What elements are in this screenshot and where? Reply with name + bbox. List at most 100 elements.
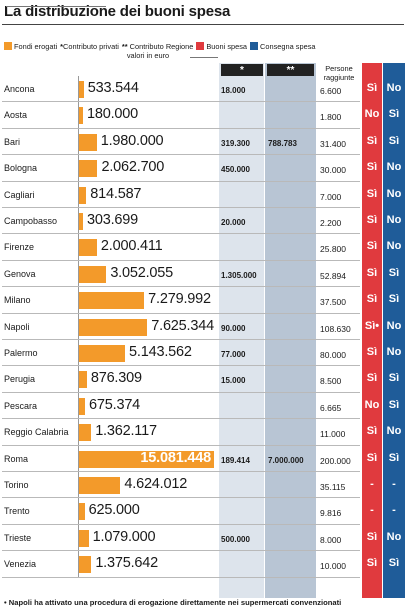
table-row: Firenze 2.000.411 25.800 Sì No bbox=[2, 234, 404, 261]
fondi-bar bbox=[79, 318, 148, 336]
legend-label: Contributo privati bbox=[63, 41, 119, 51]
fondi-bar bbox=[79, 107, 83, 125]
units-rule-right bbox=[190, 57, 218, 58]
bar-axis bbox=[78, 208, 79, 235]
persone-value: 7.000 bbox=[320, 191, 342, 202]
city-label: Trento bbox=[4, 506, 30, 517]
header-privati: * bbox=[221, 64, 263, 76]
row-separator bbox=[2, 206, 360, 208]
fondi-value: 675.374 bbox=[89, 396, 141, 413]
buoni-value: No bbox=[364, 108, 380, 121]
fondi-value: 876.309 bbox=[90, 370, 142, 387]
city-label: Roma bbox=[4, 453, 29, 464]
footnote: • Napoli ha attivato una procedura di er… bbox=[4, 598, 342, 607]
persone-value: 6.665 bbox=[320, 402, 342, 413]
fondi-value: 625.000 bbox=[88, 502, 140, 519]
row-separator bbox=[2, 550, 360, 552]
consegna-value: No bbox=[386, 187, 402, 200]
table-row: Campobasso 303.699 20.000 2.200 Sì No bbox=[2, 208, 404, 235]
consegna-value: Sì bbox=[388, 451, 400, 464]
buoni-value: Sì bbox=[366, 293, 378, 306]
fondi-bar bbox=[79, 160, 98, 178]
row-separator bbox=[2, 338, 360, 340]
legend-label: Fondi erogati bbox=[14, 41, 58, 51]
buoni-value: Sì bbox=[366, 161, 378, 174]
buoni-column-bg bbox=[362, 63, 382, 598]
buoni-value: No bbox=[364, 398, 380, 411]
bar-axis bbox=[78, 155, 79, 182]
persone-value: 1.800 bbox=[320, 112, 342, 123]
buoni-value: Sì bbox=[366, 240, 378, 253]
buoni-value: Sì• bbox=[364, 319, 380, 332]
city-label: Pescara bbox=[4, 400, 38, 411]
persone-value: 6.600 bbox=[320, 86, 342, 96]
table-row: Aosta 180.000 1.800 No Sì bbox=[2, 102, 404, 129]
legend-marker: * bbox=[60, 41, 64, 51]
privati-value: 77.000 bbox=[221, 350, 246, 359]
fondi-bar bbox=[79, 133, 97, 151]
fondi-value: 2.062.700 bbox=[101, 159, 165, 176]
legend-label: Buoni spesa bbox=[206, 41, 248, 51]
table-row: Reggio Calabria 1.362.117 11.000 Sì No bbox=[2, 419, 404, 446]
persone-value: 2.200 bbox=[320, 218, 342, 228]
bar-axis bbox=[78, 472, 79, 499]
consegna-value: No bbox=[386, 346, 402, 358]
privati-value: 18.000 bbox=[221, 86, 246, 95]
persone-value: 37.500 bbox=[320, 297, 346, 308]
fondi-value: 15.081.448 bbox=[140, 449, 211, 466]
units-rule-left bbox=[6, 6, 106, 7]
privati-value: 450.000 bbox=[221, 165, 250, 175]
fondi-value: 303.699 bbox=[87, 212, 139, 228]
bar-axis bbox=[78, 313, 79, 340]
persone-value: 8.500 bbox=[320, 376, 342, 387]
city-label: Reggio Calabria bbox=[4, 427, 69, 438]
consegna-value: Sì bbox=[388, 134, 400, 147]
fondi-value: 1.362.117 bbox=[95, 423, 157, 440]
buoni-value: Sì bbox=[366, 266, 378, 279]
consegna-value: No bbox=[386, 319, 402, 332]
city-label: Campobasso bbox=[4, 216, 58, 226]
fondi-value: 3.052.055 bbox=[110, 264, 174, 281]
consegna-value: - bbox=[392, 478, 396, 490]
table-row: Torino 4.624.012 35.115 - - bbox=[2, 472, 404, 499]
fondi-value: 1.375.642 bbox=[95, 555, 159, 572]
city-label: Bologna bbox=[4, 163, 38, 174]
buoni-value: Sì bbox=[366, 134, 378, 147]
table-row: Cagliari 814.587 7.000 Sì No bbox=[2, 181, 404, 208]
consegna-value: Sì bbox=[388, 108, 400, 121]
consegna-value: Sì bbox=[388, 293, 400, 306]
legend: Fondi erogati * Contributo privati ** Co… bbox=[4, 40, 319, 52]
row-separator bbox=[2, 259, 360, 261]
fondi-bar bbox=[79, 424, 92, 442]
persone-value: 80.000 bbox=[320, 350, 346, 360]
buoni-value: Sì bbox=[366, 557, 378, 570]
consegna-value: No bbox=[386, 214, 402, 226]
persone-value: 31.400 bbox=[320, 138, 346, 149]
fondi-bar bbox=[79, 371, 87, 389]
city-label: Milano bbox=[4, 295, 31, 306]
bar-axis bbox=[78, 234, 79, 261]
fondi-value: 5.143.562 bbox=[129, 344, 192, 360]
consegna-value: No bbox=[386, 425, 402, 438]
city-label: Firenze bbox=[4, 242, 35, 253]
row-separator bbox=[2, 391, 360, 393]
city-label: Perugia bbox=[4, 374, 36, 385]
consegna-value: Sì bbox=[388, 266, 400, 279]
row-separator bbox=[2, 523, 360, 525]
persone-value: 9.816 bbox=[320, 508, 342, 519]
city-label: Palermo bbox=[4, 348, 38, 358]
consegna-value: No bbox=[386, 82, 402, 94]
city-label: Trieste bbox=[4, 532, 32, 543]
legend-swatch-blue bbox=[250, 42, 259, 50]
fondi-bar bbox=[79, 186, 87, 204]
row-separator bbox=[2, 444, 360, 446]
persone-value: 200.000 bbox=[320, 455, 351, 466]
bar-axis bbox=[78, 366, 79, 393]
fondi-value: 1.079.000 bbox=[92, 528, 156, 545]
persone-value: 35.115 bbox=[320, 482, 346, 492]
fondi-bar bbox=[79, 477, 121, 494]
row-separator bbox=[2, 576, 360, 578]
fondi-value: 7.279.992 bbox=[148, 291, 211, 308]
persone-value: 8.000 bbox=[320, 534, 342, 545]
bar-axis bbox=[78, 340, 79, 367]
